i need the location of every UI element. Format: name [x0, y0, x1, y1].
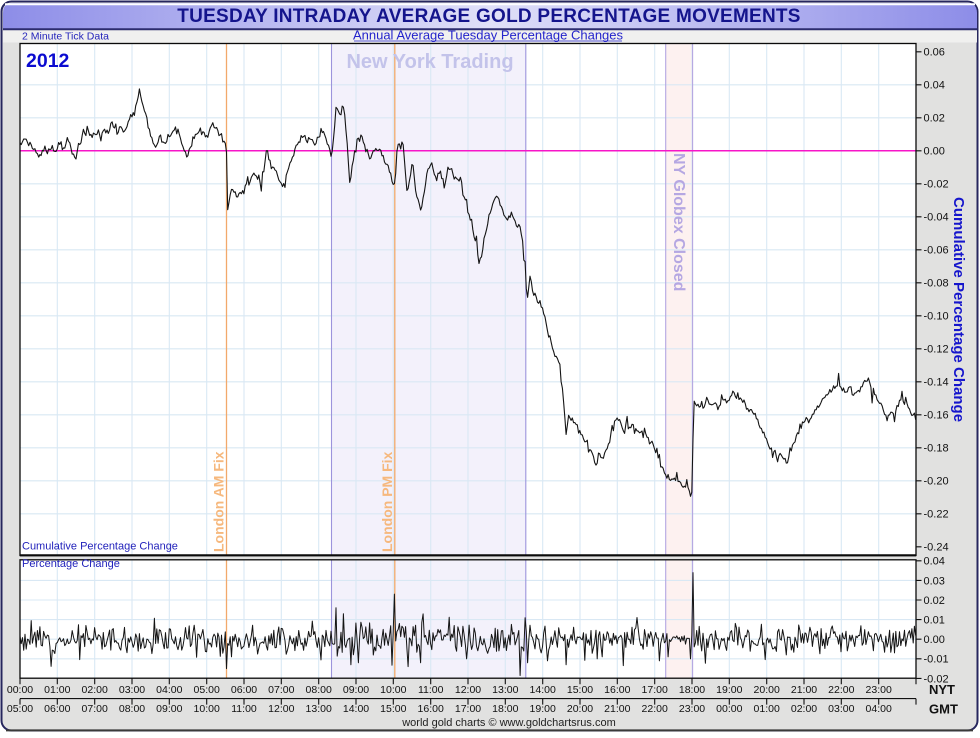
svg-text:04:00: 04:00: [866, 703, 892, 715]
svg-text:14:00: 14:00: [343, 703, 369, 715]
svg-text:06:00: 06:00: [231, 684, 257, 696]
svg-text:12:00: 12:00: [455, 684, 481, 696]
svg-text:-0.22: -0.22: [924, 509, 949, 521]
svg-text:14:00: 14:00: [530, 684, 556, 696]
svg-text:-0.18: -0.18: [924, 443, 949, 455]
svg-text:01:00: 01:00: [754, 703, 780, 715]
svg-text:17:00: 17:00: [642, 684, 668, 696]
svg-text:21:00: 21:00: [791, 684, 817, 696]
svg-text:-0.24: -0.24: [924, 542, 949, 554]
svg-text:-0.10: -0.10: [924, 311, 949, 323]
svg-text:London PM Fix: London PM Fix: [379, 451, 395, 552]
svg-text:10:00: 10:00: [380, 684, 406, 696]
svg-text:18:00: 18:00: [679, 684, 705, 696]
svg-text:-0.08: -0.08: [924, 278, 949, 290]
svg-text:00:00: 00:00: [7, 684, 33, 696]
svg-text:London AM Fix: London AM Fix: [211, 451, 227, 552]
svg-text:GMT: GMT: [929, 701, 958, 716]
svg-text:06:00: 06:00: [44, 703, 70, 715]
svg-text:New York Trading: New York Trading: [346, 51, 513, 73]
svg-text:-0.20: -0.20: [924, 476, 949, 488]
svg-text:-0.12: -0.12: [924, 344, 949, 356]
svg-text:Cumulative Percentage Change: Cumulative Percentage Change: [22, 541, 178, 553]
svg-text:05:00: 05:00: [7, 703, 33, 715]
svg-text:-0.04: -0.04: [924, 212, 949, 224]
svg-text:2012: 2012: [26, 50, 70, 72]
svg-text:12:00: 12:00: [268, 703, 294, 715]
svg-text:0.02: 0.02: [924, 113, 945, 125]
svg-text:0.02: 0.02: [924, 595, 945, 607]
svg-text:TUESDAY INTRADAY AVERAGE GOLD: TUESDAY INTRADAY AVERAGE GOLD PERCENTAGE…: [177, 6, 800, 27]
svg-text:-0.01: -0.01: [924, 654, 949, 666]
svg-text:-0.06: -0.06: [924, 245, 949, 257]
svg-text:23:00: 23:00: [679, 703, 705, 715]
svg-text:11:00: 11:00: [418, 684, 444, 696]
svg-text:-0.02: -0.02: [924, 673, 949, 685]
svg-text:0.03: 0.03: [924, 575, 945, 587]
svg-text:-0.14: -0.14: [924, 377, 949, 389]
svg-text:Percentage Change: Percentage Change: [22, 558, 120, 570]
svg-text:0.04: 0.04: [924, 556, 945, 568]
svg-text:-0.02: -0.02: [924, 179, 949, 191]
svg-text:05:00: 05:00: [194, 684, 220, 696]
svg-text:09:00: 09:00: [156, 703, 182, 715]
svg-text:0.00: 0.00: [924, 146, 945, 158]
svg-text:Annual Average Tuesday Percent: Annual Average Tuesday Percentage Change…: [353, 28, 624, 43]
svg-text:18:00: 18:00: [492, 703, 518, 715]
svg-text:01:00: 01:00: [44, 684, 70, 696]
svg-text:02:00: 02:00: [791, 703, 817, 715]
svg-text:16:00: 16:00: [604, 684, 630, 696]
svg-text:08:00: 08:00: [306, 684, 332, 696]
svg-text:03:00: 03:00: [119, 684, 145, 696]
svg-text:23:00: 23:00: [866, 684, 892, 696]
svg-text:19:00: 19:00: [530, 703, 556, 715]
svg-text:09:00: 09:00: [343, 684, 369, 696]
svg-text:19:00: 19:00: [716, 684, 742, 696]
svg-text:world gold charts © www.goldch: world gold charts © www.goldchartsrus.co…: [401, 717, 616, 729]
svg-text:Cumulative Percentage Change: Cumulative Percentage Change: [950, 197, 967, 422]
svg-text:08:00: 08:00: [119, 703, 145, 715]
svg-text:15:00: 15:00: [380, 703, 406, 715]
svg-text:13:00: 13:00: [306, 703, 332, 715]
svg-text:16:00: 16:00: [418, 703, 444, 715]
svg-text:15:00: 15:00: [567, 684, 593, 696]
svg-text:00:00: 00:00: [716, 703, 742, 715]
svg-text:0.01: 0.01: [924, 615, 945, 627]
svg-text:2 Minute Tick Data: 2 Minute Tick Data: [22, 31, 109, 43]
svg-text:20:00: 20:00: [567, 703, 593, 715]
svg-text:10:00: 10:00: [194, 703, 220, 715]
svg-text:04:00: 04:00: [156, 684, 182, 696]
svg-text:-0.16: -0.16: [924, 410, 949, 422]
svg-text:03:00: 03:00: [828, 703, 854, 715]
svg-text:11:00: 11:00: [231, 703, 257, 715]
svg-text:0.00: 0.00: [924, 634, 945, 646]
svg-text:NY Globex Closed: NY Globex Closed: [670, 153, 687, 291]
svg-text:0.04: 0.04: [924, 80, 945, 92]
svg-text:07:00: 07:00: [82, 703, 108, 715]
svg-text:22:00: 22:00: [828, 684, 854, 696]
svg-text:22:00: 22:00: [642, 703, 668, 715]
svg-text:07:00: 07:00: [268, 684, 294, 696]
svg-text:0.06: 0.06: [924, 47, 945, 59]
svg-text:13:00: 13:00: [492, 684, 518, 696]
svg-text:21:00: 21:00: [604, 703, 630, 715]
svg-text:NYT: NYT: [929, 682, 955, 697]
svg-text:17:00: 17:00: [455, 703, 481, 715]
svg-text:20:00: 20:00: [754, 684, 780, 696]
svg-text:02:00: 02:00: [82, 684, 108, 696]
